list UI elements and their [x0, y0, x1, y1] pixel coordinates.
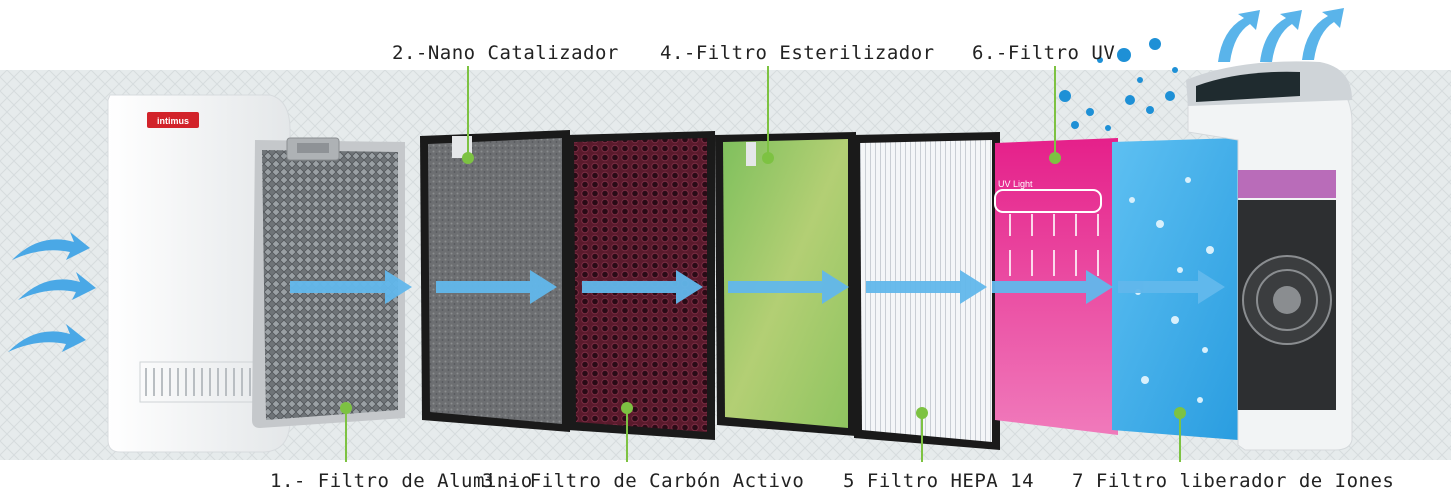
inlet-arrows	[8, 232, 96, 352]
label-sterilizer-filter: 4.-Filtro Esterilizador	[660, 42, 935, 64]
label-ionizer-filter: 7 Filtro liberador de Iones	[1072, 470, 1395, 492]
purifier-body	[1186, 61, 1353, 451]
purifier-front-panel	[107, 94, 291, 453]
label-hepa-filter: 5 Filtro HEPA 14	[843, 470, 1035, 492]
leader-lines	[340, 66, 1186, 462]
label-nano-catalyst: 2.-Nano Catalizador	[392, 42, 619, 64]
label-carbon-filter: 3.- Filtro de Carbón Activo	[482, 470, 805, 492]
outlet-arrows	[1218, 8, 1344, 62]
uv-light-caption: UV Light	[998, 179, 1033, 189]
label-aluminium-filter: 1.- Filtro de Aluminio	[270, 470, 533, 492]
airflow-arrows	[290, 270, 1225, 304]
brand-logo: intimus	[147, 112, 199, 128]
label-uv-filter: 6.-Filtro UV	[972, 42, 1116, 64]
brand-logo-text: intimus	[157, 116, 189, 126]
ion-particles	[1059, 38, 1178, 131]
